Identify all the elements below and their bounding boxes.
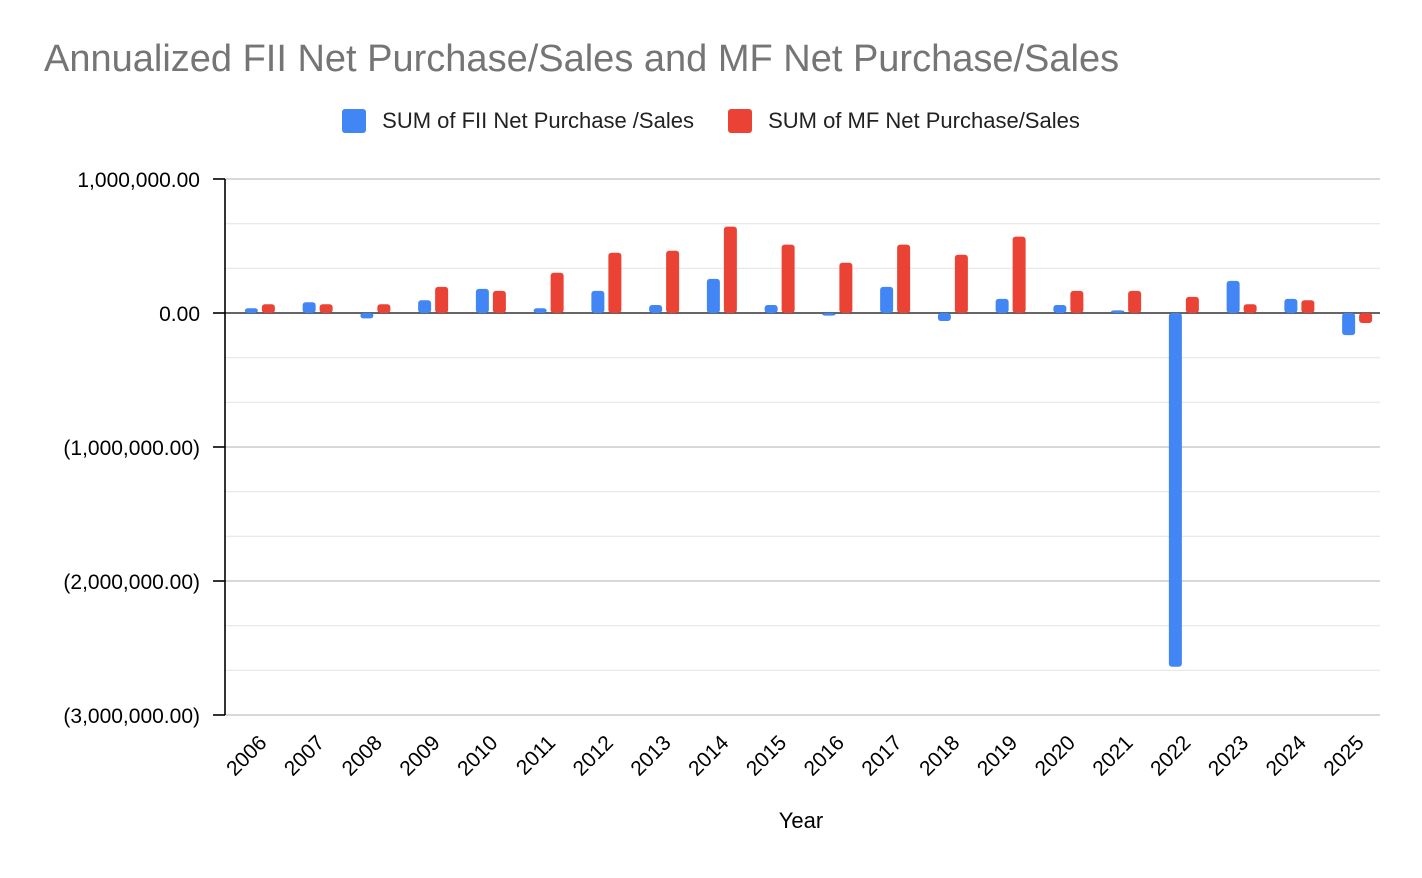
- bar-fii-2012: [591, 290, 605, 313]
- legend-item-mf[interactable]: SUM of MF Net Purchase/Sales: [728, 108, 1080, 134]
- bar-mf-2021: [1128, 290, 1142, 313]
- x-axis-title: Year: [779, 808, 823, 833]
- x-tick-label: 2025: [1319, 731, 1368, 780]
- bar-mf-2020: [1070, 290, 1084, 313]
- bar-fii-2023: [1226, 280, 1240, 313]
- bar-fii-2021: [1111, 310, 1125, 313]
- bar-fii-2018: [937, 313, 951, 322]
- bar-fii-2015: [764, 304, 778, 313]
- bar-fii-2016: [822, 313, 836, 316]
- x-tick-label: 2007: [280, 731, 329, 780]
- x-tick-label: 2014: [684, 731, 734, 781]
- x-tick-label: 2011: [512, 731, 560, 779]
- x-tick-label: 2013: [626, 731, 675, 780]
- bar-fii-2025: [1342, 313, 1356, 336]
- y-tick-label: 0.00: [159, 303, 200, 326]
- bar-fii-2017: [880, 286, 894, 313]
- bar-fii-2020: [1053, 304, 1067, 313]
- bar-mf-2018: [954, 254, 968, 313]
- bar-fii-2013: [649, 304, 663, 313]
- legend-label-mf: SUM of MF Net Purchase/Sales: [768, 108, 1080, 133]
- legend-item-fii[interactable]: SUM of FII Net Purchase /Sales: [342, 108, 694, 134]
- legend-label-fii: SUM of FII Net Purchase /Sales: [382, 108, 694, 133]
- bar-mf-2009: [435, 286, 449, 313]
- bar-mf-2022: [1185, 296, 1199, 313]
- y-tick-label: (3,000,000.00): [63, 705, 200, 728]
- bar-mf-2011: [550, 272, 564, 313]
- bar-fii-2014: [706, 278, 720, 313]
- bar-mf-2007: [319, 304, 333, 313]
- y-tick-label: 1,000,000.00: [77, 169, 200, 192]
- bar-fii-2011: [533, 308, 547, 313]
- bar-mf-2023: [1243, 304, 1257, 313]
- x-tick-label: 2018: [915, 731, 964, 780]
- x-tick-label: 2019: [973, 731, 1022, 780]
- y-tick-label: (1,000,000.00): [63, 437, 200, 460]
- x-tick-label: 2023: [1204, 731, 1253, 780]
- bar-mf-2016: [839, 262, 853, 313]
- bar-fii-2007: [302, 302, 316, 313]
- legend-swatch-fii: [342, 109, 367, 133]
- bar-fii-2024: [1284, 298, 1298, 313]
- x-tick-label: 2009: [395, 731, 444, 780]
- bar-fii-2019: [995, 298, 1009, 313]
- x-tick-label: 2021: [1088, 731, 1137, 780]
- x-tick-label: 2006: [222, 731, 271, 780]
- bar-mf-2019: [1012, 236, 1026, 313]
- bar-mf-2015: [781, 244, 795, 313]
- bar-mf-2008: [377, 304, 391, 313]
- chart-title: Annualized FII Net Purchase/Sales and MF…: [44, 38, 1120, 80]
- legend-swatch-mf: [728, 109, 753, 133]
- bar-fii-2008: [360, 313, 374, 319]
- x-tick-label: 2022: [1146, 731, 1195, 780]
- bar-mf-2010: [492, 290, 506, 313]
- x-tick-label: 2024: [1262, 731, 1312, 781]
- y-tick-label: (2,000,000.00): [63, 571, 200, 594]
- x-tick-label: 2016: [800, 731, 849, 780]
- x-tick-label: 2008: [338, 731, 387, 780]
- bar-mf-2024: [1301, 300, 1315, 313]
- grid-layer: [225, 178, 1380, 716]
- bar-mf-2014: [723, 226, 737, 313]
- bar-mf-2012: [608, 252, 622, 313]
- bar-fii-2006: [244, 308, 258, 313]
- x-tick-label: 2017: [857, 731, 906, 780]
- bar-mf-2025: [1359, 313, 1373, 324]
- bar-fii-2009: [418, 300, 432, 313]
- bar-fii-2022: [1168, 313, 1182, 667]
- x-tick-label: 2020: [1031, 731, 1080, 780]
- x-tick-label: 2010: [453, 731, 502, 780]
- bar-mf-2006: [261, 304, 275, 313]
- legend: SUM of FII Net Purchase /Sales SUM of MF…: [0, 108, 1422, 139]
- x-tick-label: 2015: [742, 731, 791, 780]
- bar-fii-2010: [475, 288, 489, 313]
- bar-mf-2017: [897, 244, 911, 313]
- bar-mf-2013: [666, 250, 680, 313]
- x-tick-label: 2012: [569, 731, 618, 780]
- bar-layer: [244, 226, 1373, 667]
